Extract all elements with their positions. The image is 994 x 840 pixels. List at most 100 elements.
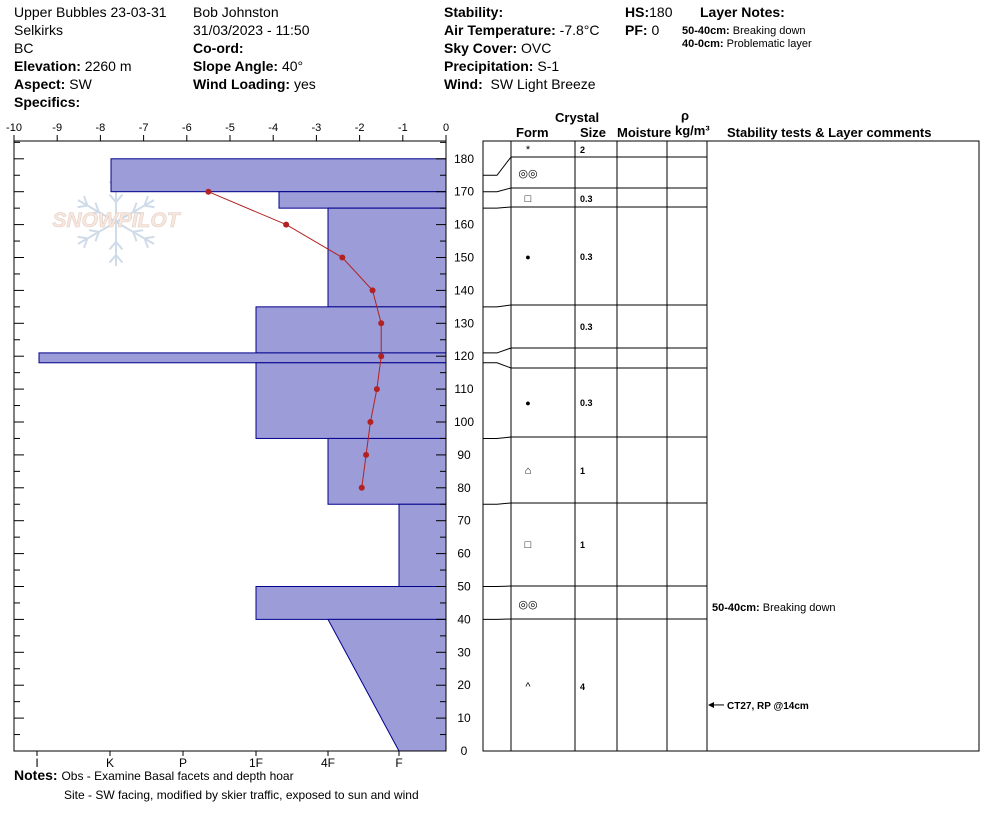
snowflake-arm	[77, 221, 117, 245]
snowflake-branch	[115, 241, 124, 251]
temperature-point	[367, 419, 374, 425]
height-tick-label: 130	[454, 316, 474, 330]
temperature-tick-label: -7	[139, 122, 149, 134]
snowflake-branch	[108, 241, 117, 251]
hardness-tick-label: P	[179, 756, 187, 770]
aspect: Aspect: SW	[14, 76, 92, 92]
chart-frame: -10 -9 -8 -7 -6 -5 -4 -3 -2 -1 0I K P 1F 4F F0102030405…	[6, 122, 474, 770]
temperature-point	[358, 484, 365, 491]
size-header: Size	[580, 125, 607, 140]
height-tick-label: 160	[454, 218, 474, 232]
temperature-point	[283, 221, 290, 228]
temperature-tick-label: -8	[96, 122, 106, 134]
hardness-layer	[255, 362, 447, 439]
hardness-layer	[278, 191, 447, 209]
density-header: kg/m³	[675, 123, 710, 138]
crystal-form-icon: ●	[525, 252, 530, 262]
layer-connector	[483, 187, 512, 193]
snow-profile-chart: SNOWPILOT -10 -9 -8 -7 -6 -5 -4 -3 -2 -1 0I K P 1F 4F F…	[6, 122, 980, 770]
layer-connector	[483, 206, 512, 209]
test-result: CT27, RP @14cm	[727, 701, 809, 712]
crystal-size: 4	[580, 682, 585, 692]
crystal-form-icon: *	[526, 144, 531, 156]
crystal-form-icon: ●	[525, 398, 530, 408]
temperature-tick-label: 0	[443, 122, 449, 134]
layer-connector	[483, 347, 512, 354]
snowflake-branch	[77, 235, 88, 240]
snowflake-branch	[108, 193, 117, 203]
snowpilot-watermark: SNOWPILOT	[52, 178, 182, 266]
sky-cover: Sky Cover: OVC	[444, 40, 552, 56]
specifics-label: Specifics:	[14, 94, 81, 110]
hardness-layer	[110, 158, 447, 193]
snowflake-branch	[132, 229, 144, 233]
precipitation: Precipitation: S-1	[444, 58, 560, 74]
height-tick-label: 170	[454, 185, 474, 199]
hardness-layer	[327, 207, 447, 308]
hardness-layers	[38, 158, 447, 752]
height-tick-label: 180	[454, 152, 474, 166]
temperature-tick-label: -2	[355, 122, 365, 134]
snowflake-branch	[132, 231, 138, 242]
hardness-layer	[327, 618, 447, 752]
snowflake-arm	[115, 199, 155, 223]
snowflake-branch	[144, 235, 155, 240]
slope-angle: Slope Angle: 40°	[193, 58, 304, 74]
height-tick-label: 150	[454, 251, 474, 265]
layer-notes-label: Layer Notes:	[700, 4, 785, 20]
temperature-tick-label: -1	[398, 122, 408, 134]
province: BC	[14, 40, 34, 56]
height-tick-label: 90	[457, 448, 471, 462]
temperature-line	[208, 191, 382, 488]
height-tick-label: 40	[457, 612, 471, 626]
moisture-header: Moisture	[617, 125, 672, 140]
hardness-layer	[255, 306, 447, 354]
location: Upper Bubbles 23-03-31	[14, 4, 167, 20]
layer-note-1: 50-40cm: Breaking down	[682, 25, 806, 37]
height-tick-label: 140	[454, 283, 474, 297]
snowflake-branch	[83, 238, 89, 249]
crystal-form-icon: ◎◎	[518, 168, 537, 180]
layer-connector	[483, 156, 512, 176]
temperature-point	[363, 451, 370, 458]
snowflake-branch	[144, 204, 155, 209]
hardness-layer	[255, 586, 447, 620]
crystal-form-icon: ◎◎	[518, 599, 537, 611]
snowflake-branch	[94, 231, 100, 242]
notes-site: Site - SW facing, modified by skier traf…	[64, 788, 419, 802]
crystal-size: 0.3	[580, 322, 593, 332]
temperature-tick-label: -6	[182, 122, 192, 134]
crystal-form-icon: ⌂	[525, 465, 532, 477]
height-tick-label: 20	[457, 678, 471, 692]
hardness-tick-label: K	[106, 756, 114, 770]
snowflake-arm	[77, 199, 117, 223]
height-tick-label: 110	[454, 382, 473, 396]
crystal-form-icon: □	[525, 193, 532, 205]
layer-note-2: 40-0cm: Problematic layer	[682, 38, 812, 50]
crystal-form-icon: □	[525, 539, 532, 551]
hardness-layer	[327, 437, 447, 505]
temperature-point	[373, 386, 380, 393]
hardness-tick-label: 1F	[249, 756, 263, 770]
snowflake-branch	[88, 229, 100, 233]
snowflake-branch	[108, 254, 117, 264]
snowflake-arm	[115, 221, 155, 245]
temperature-tick-label: -5	[225, 122, 235, 134]
coord-label: Co-ord:	[193, 40, 244, 56]
stability-label: Stability:	[444, 4, 504, 20]
temperature-tick-label: -10	[6, 122, 22, 134]
hs: HS:180	[625, 4, 673, 20]
temperature-tick-label: -3	[312, 122, 322, 134]
observer: Bob Johnston	[193, 4, 279, 20]
layer-connector	[483, 436, 512, 439]
elevation: Elevation: 2260 m	[14, 58, 132, 74]
height-tick-label: 120	[454, 349, 474, 363]
height-tick-label: 70	[457, 514, 471, 528]
temperature-tick-label: -9	[52, 122, 62, 134]
height-tick-label: 30	[457, 645, 471, 659]
notes-obs: Notes: Obs - Examine Basal facets and de…	[14, 767, 294, 783]
form-header: Form	[516, 125, 549, 140]
temperature-point	[339, 254, 346, 261]
hardness-tick-label: 4F	[321, 756, 335, 770]
snowflake-branch	[132, 211, 144, 215]
